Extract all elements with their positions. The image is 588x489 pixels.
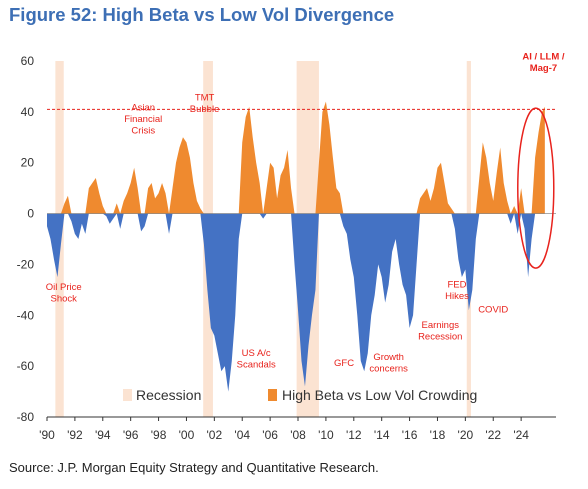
figure-title: Figure 52: High Beta vs Low Vol Divergen…: [9, 4, 395, 25]
x-tick-label: '10: [318, 428, 334, 442]
x-tick-label: '12: [346, 428, 362, 442]
annotation-label: Earnings Recession: [418, 320, 462, 343]
y-tick-label: 60: [21, 54, 35, 68]
annotation-line: Earnings: [422, 320, 460, 331]
x-tick-label: '16: [402, 428, 418, 442]
annotation-line: COVID: [478, 305, 508, 316]
annotation-line: concerns: [369, 363, 408, 374]
x-tick-label: '22: [485, 428, 501, 442]
x-tick-label: '96: [123, 428, 139, 442]
reference-layer: [47, 107, 556, 269]
chart: 60 40 20 0 -20 -40 -60 -80 '90 '92 '94 '96 '98 '00 '02…: [17, 52, 565, 442]
source-note: Source: J.P. Morgan Equity Strategy and …: [9, 460, 379, 475]
annotation-label: Growth concerns: [369, 352, 408, 375]
x-tick-label: '18: [430, 428, 446, 442]
negative-area: [47, 213, 545, 392]
y-tick-label: -80: [17, 410, 35, 424]
annotation-line: FED: [447, 279, 466, 290]
legend: Recession High Beta vs Low Vol Crowding: [123, 387, 477, 403]
annotation-line: Crisis: [131, 126, 155, 137]
y-tick-label: 20: [21, 156, 35, 170]
annotation-label: GFC: [334, 358, 354, 369]
annotation-line: Financial: [124, 114, 162, 125]
annotation-line: AI / LLM /: [522, 52, 565, 63]
x-tick-label: '08: [290, 428, 306, 442]
series-area: [47, 101, 545, 392]
x-tick-label: '04: [234, 428, 250, 442]
x-tick-label: '20: [458, 428, 474, 442]
y-tick-label: -60: [17, 359, 35, 373]
axes: 60 40 20 0 -20 -40 -60 -80 '90 '92 '94 '96 '98 '00 '02…: [17, 54, 556, 442]
annotations: Asian Financial Crisis TMT Bubble Oil Price Sh…: [46, 52, 565, 375]
annotation-line: Bubble: [190, 104, 220, 115]
annotation-label: COVID: [478, 305, 508, 316]
annotation-label: FED Hikes: [445, 279, 469, 302]
annotation-line: GFC: [334, 358, 354, 369]
x-tick-label: '06: [262, 428, 278, 442]
annotation-line: Shock: [51, 293, 78, 304]
x-tick-label: '92: [67, 428, 83, 442]
highlight-ellipse: [517, 107, 555, 269]
annotation-line: US A/c: [242, 348, 271, 359]
annotation-line: Oil Price: [46, 282, 82, 293]
annotation-line: TMT: [195, 92, 215, 103]
y-tick-label: -20: [17, 257, 35, 271]
annotation-line: Asian: [131, 103, 155, 114]
x-tick-label: '94: [95, 428, 111, 442]
annotation-label: Oil Price Shock: [46, 282, 82, 305]
x-tick-label: '02: [207, 428, 223, 442]
annotation-line: Hikes: [445, 291, 469, 302]
x-tick-label: '14: [374, 428, 390, 442]
annotation-label: AI / LLM / Mag-7: [522, 52, 565, 75]
y-tick-label: 0: [27, 207, 34, 221]
legend-swatch-series: [268, 389, 277, 401]
x-tick-label: '00: [179, 428, 195, 442]
legend-swatch-recession: [123, 389, 132, 401]
annotation-line: Mag-7: [530, 63, 557, 74]
positive-area: [47, 101, 545, 214]
y-tick-label: -40: [17, 308, 35, 322]
legend-label-recession: Recession: [136, 387, 201, 403]
annotation-label: TMT Bubble: [190, 92, 220, 115]
y-tick-label: 40: [21, 105, 35, 119]
x-tick-label: '90: [39, 428, 55, 442]
x-tick-label: '24: [513, 428, 529, 442]
legend-label-series: High Beta vs Low Vol Crowding: [282, 387, 477, 403]
annotation-line: Recession: [418, 332, 462, 343]
annotation-line: Scandals: [237, 359, 276, 370]
annotation-label: Asian Financial Crisis: [124, 103, 162, 137]
annotation-label: US A/c Scandals: [237, 348, 276, 371]
annotation-line: Growth: [373, 352, 404, 363]
x-tick-label: '98: [151, 428, 167, 442]
